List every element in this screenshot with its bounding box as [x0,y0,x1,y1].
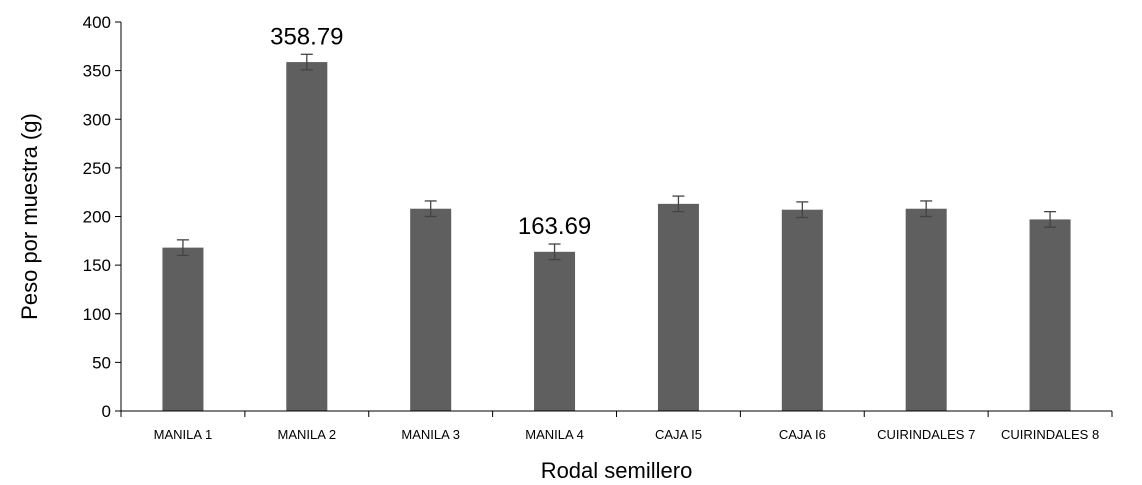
x-tick-label: MANILA 3 [401,427,460,442]
y-tick-label: 350 [83,62,111,81]
bar [534,251,576,411]
y-tick-label: 300 [83,110,111,129]
y-axis-ticks: 0 50 100 150 200 250 300 350 400 [83,13,121,421]
x-tick-label: CUIRINDALES 8 [1001,427,1099,442]
bar [1029,219,1071,411]
y-tick-label: 150 [83,256,111,275]
bar [162,247,204,411]
bar [657,203,699,411]
bar [905,208,947,411]
x-tick-label: MANILA 1 [154,427,213,442]
y-tick-label: 200 [83,208,111,227]
x-tick-label: CAJA I6 [779,427,826,442]
error-bars [176,53,1057,261]
y-tick-label: 50 [92,353,111,372]
x-tick-label: CUIRINDALES 7 [877,427,975,442]
y-tick-label: 0 [102,402,111,421]
bar [781,209,823,411]
category-labels: MANILA 1 MANILA 2 MANILA 3 MANILA 4 CAJA I5 C… [154,427,1100,442]
x-tick-label: CAJA I5 [655,427,702,442]
y-tick-label: 100 [83,305,111,324]
x-axis-title: Rodal semillero [541,458,693,483]
x-axis-ticks [120,411,1113,417]
x-tick-label: MANILA 4 [525,427,584,442]
x-tick-label: MANILA 2 [278,427,337,442]
y-tick-label: 400 [83,13,111,32]
data-labels: 358.79 163.69 [270,23,591,240]
bar [410,208,452,411]
bars [162,62,1071,412]
y-axis-title: Peso por muestra (g) [17,113,42,320]
data-label: 358.79 [270,23,343,50]
bar [286,62,328,412]
y-tick-label: 250 [83,159,111,178]
data-label: 163.69 [518,213,591,240]
